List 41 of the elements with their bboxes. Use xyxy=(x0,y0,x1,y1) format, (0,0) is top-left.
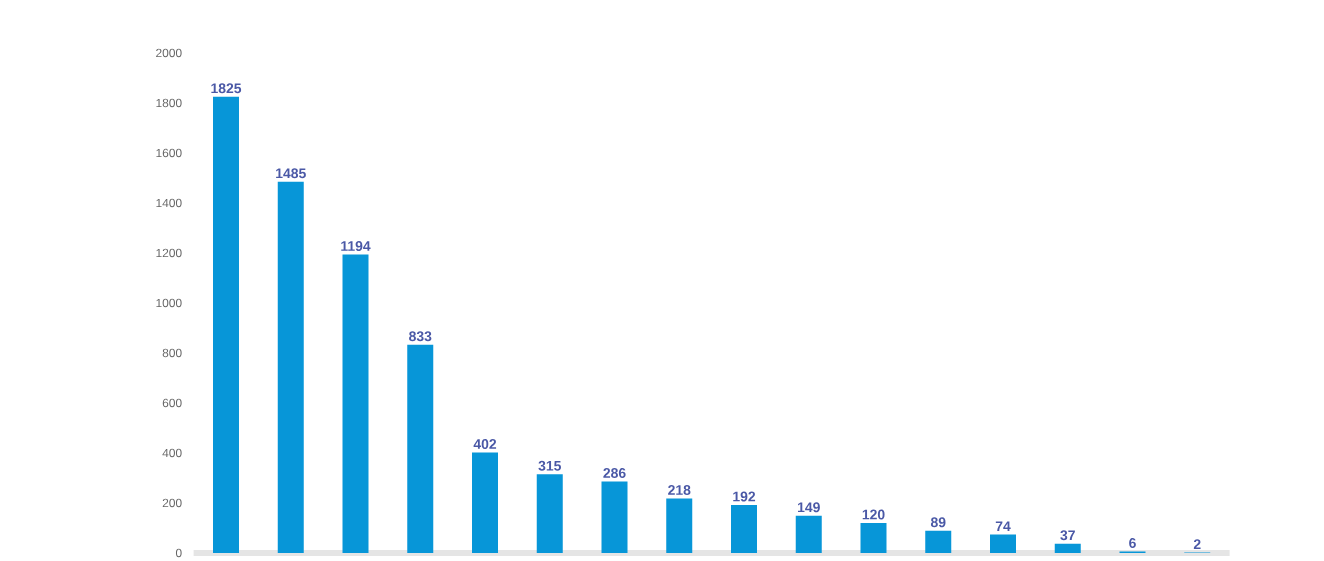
y-tick-label: 800 xyxy=(162,348,182,358)
bar xyxy=(795,515,822,554)
y-tick-label: 400 xyxy=(162,448,182,458)
y-tick-label: 1400 xyxy=(156,198,182,208)
y-tick-label: 2000 xyxy=(156,48,182,58)
data-label: 1194 xyxy=(341,241,371,252)
y-tick-label: 1200 xyxy=(156,248,182,258)
bar xyxy=(1054,543,1081,554)
data-label: 315 xyxy=(538,461,561,471)
bar xyxy=(213,96,240,554)
bar xyxy=(536,474,563,554)
data-label: 149 xyxy=(797,502,820,513)
data-label: 1825 xyxy=(211,83,242,94)
y-tick-label: 1600 xyxy=(156,148,182,158)
bar xyxy=(925,530,952,554)
data-label: 402 xyxy=(473,439,497,450)
data-label: 286 xyxy=(603,468,626,479)
bar xyxy=(731,505,757,554)
bar xyxy=(666,498,693,554)
bar xyxy=(472,452,498,554)
bar xyxy=(277,181,304,554)
data-label: 89 xyxy=(930,517,946,528)
y-tick-label: 600 xyxy=(162,398,182,408)
bar xyxy=(990,534,1016,554)
data-label: 833 xyxy=(409,331,432,342)
data-label: 6 xyxy=(1129,538,1136,549)
data-label: 37 xyxy=(1060,530,1075,541)
y-tick-label: 1000 xyxy=(156,298,182,308)
y-tick-label: 1800 xyxy=(156,98,182,108)
bar xyxy=(342,254,369,554)
bar xyxy=(407,344,434,554)
data-label: 2 xyxy=(1193,539,1201,550)
bar xyxy=(860,523,887,554)
y-tick-label: 200 xyxy=(162,498,182,508)
y-tick-label: 0 xyxy=(175,548,182,558)
data-label: 1485 xyxy=(276,168,306,179)
data-label: 218 xyxy=(668,485,691,496)
data-label: 120 xyxy=(862,509,885,520)
data-label: 74 xyxy=(995,521,1011,532)
data-label: 192 xyxy=(733,491,756,502)
bar xyxy=(601,481,628,554)
